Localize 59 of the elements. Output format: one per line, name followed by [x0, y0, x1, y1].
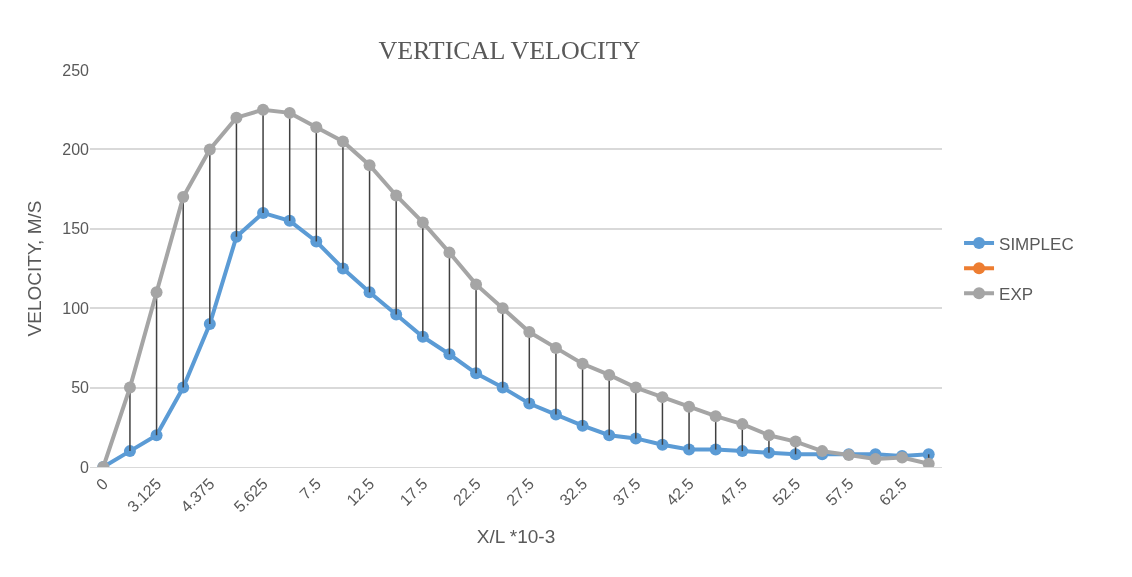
- point: [736, 418, 749, 431]
- point: [736, 445, 749, 458]
- legend-label: EXP: [999, 284, 1034, 304]
- point: [390, 189, 403, 202]
- point: [576, 357, 589, 370]
- x-tick-label: 42.5: [662, 474, 697, 509]
- point: [363, 286, 376, 299]
- point: [336, 135, 349, 148]
- point: [230, 230, 243, 243]
- point: [203, 143, 216, 156]
- point: [310, 121, 323, 134]
- legend-label: SIMPLEC: [999, 234, 1074, 254]
- point: [443, 348, 456, 361]
- x-tick-label: 32.5: [556, 474, 591, 509]
- x-tick-label: 47.5: [716, 474, 751, 509]
- y-tick-label: 0: [80, 458, 90, 476]
- point: [603, 368, 616, 381]
- y-axis-title: VELOCITY, M/S: [24, 200, 46, 337]
- point: [762, 429, 775, 442]
- point: [283, 214, 296, 227]
- point: [310, 235, 323, 248]
- point: [576, 419, 589, 432]
- point: [789, 448, 802, 461]
- point: [869, 453, 882, 466]
- point: [683, 400, 696, 413]
- point: [177, 191, 190, 204]
- point: [496, 381, 509, 394]
- point: [150, 429, 163, 442]
- point: [549, 341, 562, 354]
- y-tick-label: 250: [62, 61, 90, 79]
- x-tick-label: 57.5: [822, 474, 857, 509]
- y-tick-label: 150: [62, 220, 90, 238]
- point: [629, 381, 642, 394]
- y-tick-label: 200: [62, 141, 90, 158]
- point: [922, 457, 935, 467]
- point: [443, 246, 456, 259]
- point: [470, 278, 483, 291]
- point: [656, 438, 669, 451]
- x-tick-label: 62.5: [875, 474, 910, 509]
- x-tick-label: 37.5: [609, 474, 644, 509]
- point: [230, 111, 243, 124]
- point: [656, 391, 669, 404]
- point: [416, 216, 429, 229]
- point: [789, 435, 802, 448]
- x-tick-label: 7.5: [296, 474, 325, 503]
- point: [123, 381, 136, 394]
- x-axis-title: X/L *10-3: [476, 526, 556, 548]
- point: [283, 106, 296, 119]
- y-tick-label: 100: [62, 299, 90, 317]
- x-tick-label: 0: [92, 474, 112, 494]
- chart-title: VERTICAL VELOCITY: [378, 35, 641, 65]
- point: [150, 286, 163, 299]
- point: [257, 103, 270, 116]
- point: [523, 326, 536, 339]
- point: [709, 410, 722, 423]
- y-tick-label: 50: [71, 379, 90, 397]
- point: [523, 397, 536, 410]
- point: [496, 302, 509, 315]
- point: [363, 159, 376, 172]
